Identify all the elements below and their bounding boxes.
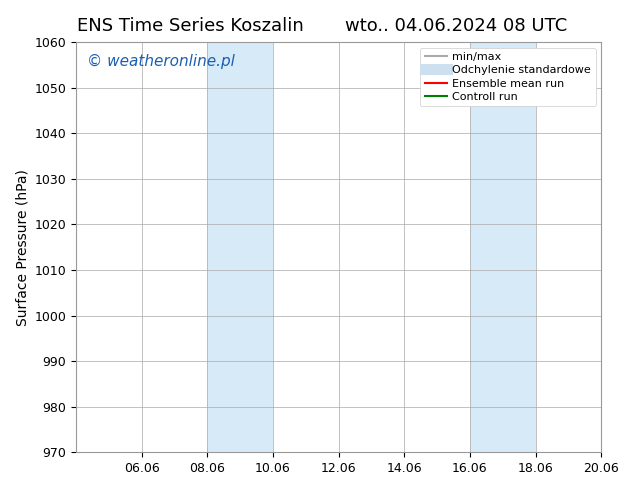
Text: © weatheronline.pl: © weatheronline.pl (87, 54, 235, 70)
Y-axis label: Surface Pressure (hPa): Surface Pressure (hPa) (15, 169, 29, 325)
Bar (207, 42, 273, 452)
Bar (470, 42, 536, 452)
Legend: min/max, Odchylenie standardowe, Ensemble mean run, Controll run: min/max, Odchylenie standardowe, Ensembl… (420, 48, 595, 106)
Text: ENS Time Series Koszalin: ENS Time Series Koszalin (77, 17, 304, 35)
Text: wto.. 04.06.2024 08 UTC: wto.. 04.06.2024 08 UTC (346, 17, 567, 35)
